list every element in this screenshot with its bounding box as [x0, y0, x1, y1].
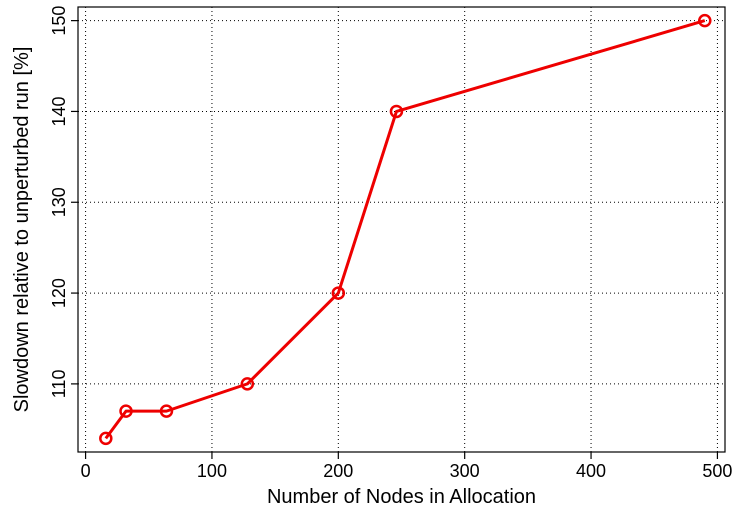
x-tick-label: 0	[81, 461, 91, 481]
data-point	[240, 377, 255, 391]
data-point	[159, 404, 174, 418]
x-tick-label: 400	[576, 461, 606, 481]
x-tick-label: 200	[323, 461, 353, 481]
y-tick-label: 150	[49, 6, 69, 36]
series-layer	[99, 13, 712, 446]
x-axis-label: Number of Nodes in Allocation	[267, 486, 536, 508]
y-tick-label: 110	[49, 370, 69, 399]
y-axis-ticks: 110 120 130 140 150	[49, 6, 78, 399]
plot-area-frame	[77, 6, 726, 453]
data-point	[698, 13, 712, 28]
x-axis-ticks: 0 100 200 300 400 500	[81, 452, 732, 481]
data-point	[331, 286, 346, 300]
y-tick-label: 120	[49, 278, 69, 308]
series-line	[104, 19, 706, 440]
y-tick-label: 140	[49, 96, 69, 126]
x-tick-label: 300	[450, 461, 480, 481]
x-tick-label: 500	[702, 461, 732, 481]
y-axis-label: Slowdown relative to unperturbed run [%]	[11, 47, 33, 413]
y-tick-label: 130	[49, 187, 69, 217]
data-point	[389, 104, 404, 119]
x-tick-label: 100	[197, 461, 227, 481]
data-point	[99, 431, 113, 446]
data-point	[119, 404, 133, 418]
grid-lines	[78, 7, 725, 452]
